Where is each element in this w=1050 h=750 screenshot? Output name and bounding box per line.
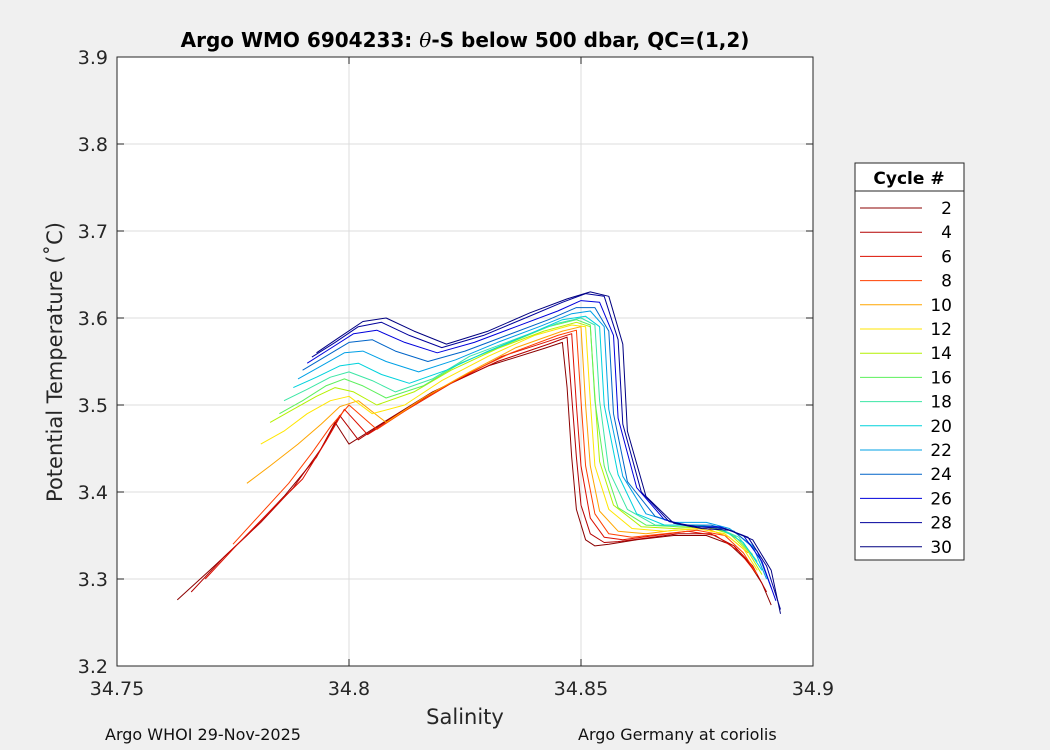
series-line-cycle-16	[279, 319, 754, 555]
x-tick-label: 34.8	[328, 678, 370, 700]
series-line-cycle-28	[311, 293, 781, 610]
legend-label-cycle-22: 22	[930, 441, 952, 461]
x-tick-label: 34.85	[554, 678, 608, 700]
y-tick-label: 3.5	[78, 395, 108, 417]
legend-box	[854, 162, 965, 561]
grid-lines	[117, 57, 813, 666]
y-tick-label: 3.4	[78, 482, 108, 504]
legend-label-cycle-6: 6	[941, 247, 952, 267]
series-line-cycle-30	[316, 291, 781, 614]
series-line-cycle-12	[260, 324, 758, 571]
plot-frame	[116, 56, 814, 667]
legend-label-cycle-24: 24	[930, 465, 952, 485]
legend-label-cycle-2: 2	[941, 199, 952, 219]
y-tick-label: 3.3	[78, 569, 108, 591]
x-tick-label: 34.75	[90, 678, 144, 700]
footer-credit-right: Argo Germany at coriolis	[578, 725, 777, 744]
series-line-cycle-26	[306, 300, 777, 601]
title-suffix: -S below 500 dbar, QC=(1,2)	[431, 28, 749, 52]
series-line-cycle-22	[297, 310, 768, 580]
chart-title: Argo WMO 6904233: θ-S below 500 dbar, QC…	[181, 28, 750, 52]
legend-label-cycle-20: 20	[930, 417, 952, 437]
x-axis-label: Salinity	[426, 705, 504, 729]
legend-title: Cycle #	[873, 169, 944, 189]
series-line-cycle-24	[302, 307, 772, 588]
legend-label-cycle-14: 14	[930, 344, 952, 364]
legend-label-cycle-4: 4	[941, 223, 952, 243]
title-theta: θ	[419, 28, 431, 52]
legend-label-cycle-28: 28	[930, 514, 952, 534]
y-tick-label: 3.9	[78, 47, 108, 69]
legend-label-cycle-8: 8	[941, 272, 952, 292]
series-line-cycle-4	[190, 336, 768, 593]
legend-label-cycle-30: 30	[930, 538, 952, 558]
x-tick-label: 34.9	[792, 678, 834, 700]
y-axis-label: Potential Temperature (˚C)	[43, 222, 67, 502]
axis-ticks: 34.75 34.8 34.85 34.9 3.2 3.3 3.4 3.5 3.6 3.7 3.8 3…	[78, 47, 834, 700]
legend-label-cycle-16: 16	[930, 368, 952, 388]
series-lines	[176, 291, 781, 614]
y-tick-label: 3.2	[78, 656, 108, 678]
title-prefix: Argo WMO 6904233:	[181, 28, 420, 52]
legend-label-cycle-18: 18	[930, 393, 952, 413]
series-line-cycle-8	[232, 329, 758, 575]
legend-label-cycle-10: 10	[930, 296, 952, 316]
y-tick-label: 3.7	[78, 221, 108, 243]
y-tick-label: 3.6	[78, 308, 108, 330]
y-tick-label: 3.8	[78, 134, 108, 156]
legend-label-cycle-12: 12	[930, 320, 952, 340]
footer-credit-left: Argo WHOI 29-Nov-2025	[105, 725, 301, 744]
legend-label-cycle-26: 26	[930, 489, 952, 509]
